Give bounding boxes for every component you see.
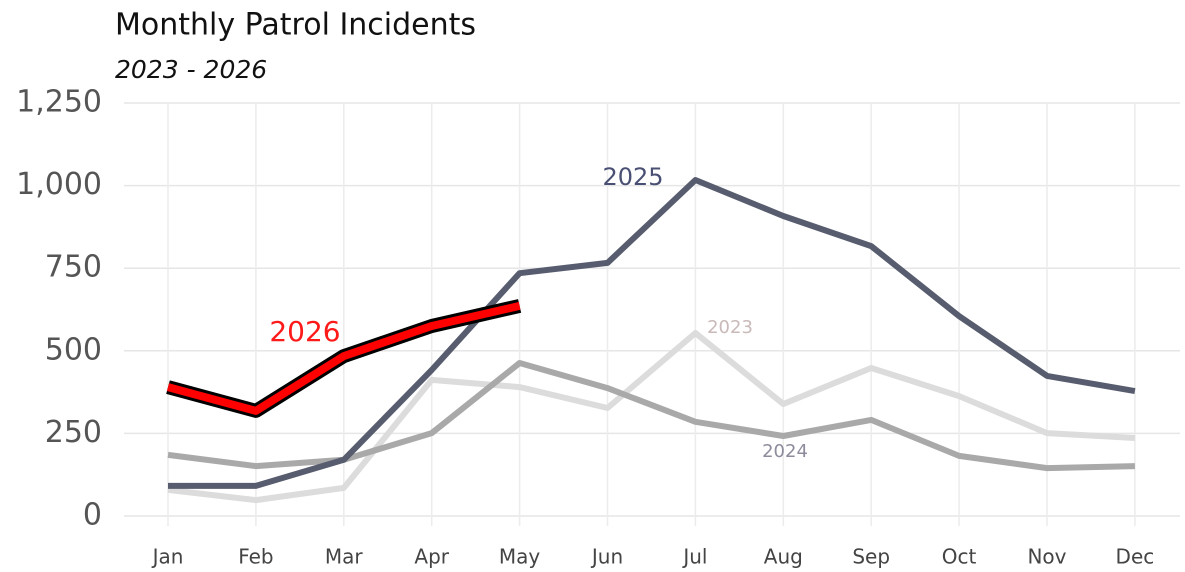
x-tick-label: Mar <box>325 545 364 569</box>
x-tick-label: Sep <box>852 545 890 569</box>
series-label: 2023 <box>707 317 753 338</box>
y-tick-label: 750 <box>45 250 102 285</box>
x-tick-label: Feb <box>238 545 273 569</box>
x-tick-label: Dec <box>1116 545 1155 569</box>
y-tick-label: 250 <box>45 415 102 450</box>
x-tick-label: Nov <box>1027 545 1066 569</box>
y-tick-label: 0 <box>83 498 102 533</box>
line <box>166 302 521 415</box>
x-tick-label: Jul <box>681 545 707 569</box>
x-tick-label: Jan <box>151 545 184 569</box>
line <box>167 360 1135 472</box>
series-label: 2026 <box>269 315 340 348</box>
y-tick-label: 1,250 <box>16 85 102 120</box>
x-tick-label: Apr <box>414 545 449 569</box>
x-tick-label: May <box>499 545 541 569</box>
chart-subtitle: 2023 - 2026 <box>115 55 267 84</box>
y-tick-label: 1,000 <box>16 167 102 202</box>
line <box>168 177 1136 489</box>
x-tick-label: Oct <box>942 545 977 569</box>
x-tick-label: Aug <box>764 545 803 569</box>
line <box>167 330 1136 504</box>
x-tick-label: Jun <box>590 545 623 569</box>
series-label: 2025 <box>602 163 663 191</box>
series-label: 2024 <box>762 441 808 462</box>
y-tick-label: 500 <box>45 332 102 367</box>
chart-title: Monthly Patrol Incidents <box>115 8 476 43</box>
